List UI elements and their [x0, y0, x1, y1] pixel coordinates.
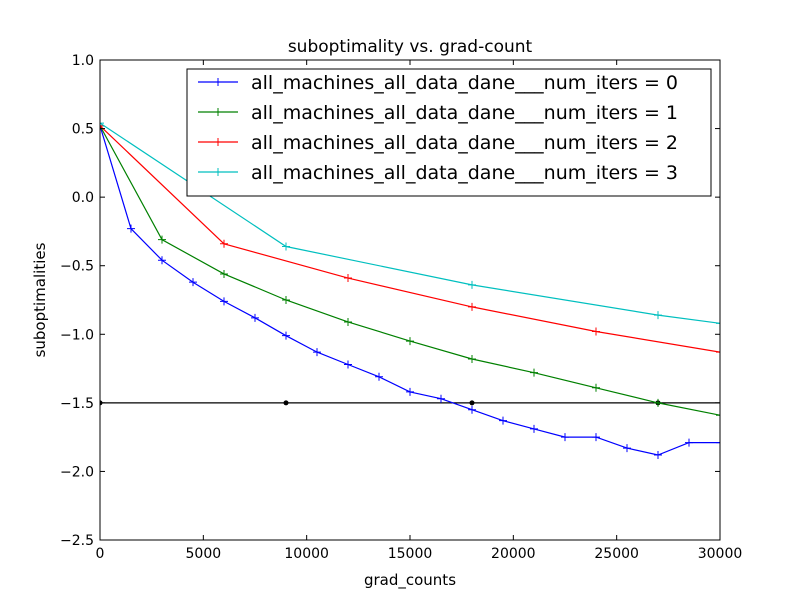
x-axis-label: grad_counts — [364, 571, 456, 590]
data-point — [716, 319, 720, 328]
data-point — [623, 444, 631, 453]
y-tick-label: −2.0 — [60, 464, 94, 480]
data-point — [220, 239, 228, 248]
y-tick-label: −1.5 — [60, 396, 94, 412]
legend-marker — [214, 108, 222, 116]
data-point — [100, 121, 104, 130]
legend-marker — [214, 138, 222, 146]
axis-ticks: 0 5000 10000 15000 20000 25000 30000 1.0 0.5 0.0 −… — [60, 53, 742, 562]
data-point — [158, 256, 166, 265]
data-point — [282, 331, 290, 340]
data-point — [406, 387, 414, 396]
legend-label: all_machines_all_data_dane___num_iters =… — [251, 102, 678, 124]
data-point — [344, 317, 352, 326]
chart-title: suboptimality vs. grad-count — [288, 37, 533, 57]
y-tick-label: 0.5 — [72, 122, 94, 138]
legend-label: all_machines_all_data_dane___num_iters =… — [251, 132, 678, 154]
legend-frame — [186, 68, 712, 197]
data-point — [468, 405, 476, 414]
data-point — [716, 411, 720, 420]
data-point — [468, 354, 476, 363]
x-tick-label: 25000 — [594, 546, 639, 562]
data-point — [561, 433, 569, 442]
data-point — [127, 224, 135, 233]
x-tick-label: 10000 — [284, 546, 329, 562]
data-point — [685, 438, 693, 447]
data-point — [344, 360, 352, 369]
y-tick-label: 1.0 — [72, 53, 94, 69]
series-line — [100, 125, 720, 353]
legend-label: all_machines_all_data_dane___num_iters =… — [251, 72, 678, 94]
x-tick-label: 5000 — [186, 546, 222, 562]
data-point — [499, 416, 507, 425]
series-0 — [100, 121, 720, 459]
x-tick-label: 30000 — [698, 546, 743, 562]
data-point — [468, 302, 476, 311]
data-point — [406, 337, 414, 346]
data-point — [344, 274, 352, 283]
data-point — [189, 278, 197, 287]
data-point — [716, 348, 720, 357]
y-axis-label: suboptimalities — [31, 242, 49, 357]
reference-point — [283, 400, 289, 406]
x-tick-label: 20000 — [491, 546, 536, 562]
data-point — [220, 297, 228, 306]
data-point — [468, 280, 476, 289]
legend-marker — [214, 78, 222, 86]
data-point — [654, 450, 662, 459]
data-point — [592, 327, 600, 336]
y-tick-label: −2.5 — [60, 533, 94, 549]
data-point — [437, 394, 445, 403]
reference-point — [469, 400, 475, 406]
y-tick-label: −0.5 — [60, 259, 94, 275]
data-point — [282, 242, 290, 251]
y-tick-label: 0.0 — [72, 190, 94, 206]
y-tick-label: −1.0 — [60, 327, 94, 343]
legend: all_machines_all_data_dane___num_iters =… — [186, 68, 712, 197]
data-point — [530, 424, 538, 433]
series-1 — [100, 121, 720, 420]
data-point — [251, 313, 259, 322]
data-point — [654, 311, 662, 320]
data-point — [530, 368, 538, 377]
x-tick-label: 0 — [96, 546, 105, 562]
series-2 — [100, 121, 720, 357]
data-point — [375, 372, 383, 381]
data-point — [158, 235, 166, 244]
data-point — [716, 438, 720, 447]
legend-label: all_machines_all_data_dane___num_iters =… — [251, 162, 678, 184]
data-point — [100, 119, 104, 128]
data-point — [220, 269, 228, 278]
data-point — [592, 383, 600, 392]
x-tick-label: 15000 — [388, 546, 433, 562]
legend-marker — [214, 168, 222, 176]
series-3 — [100, 119, 720, 328]
series-layer — [100, 119, 720, 459]
data-point — [654, 398, 662, 407]
data-point — [313, 348, 321, 357]
data-point — [592, 433, 600, 442]
data-point — [282, 296, 290, 304]
